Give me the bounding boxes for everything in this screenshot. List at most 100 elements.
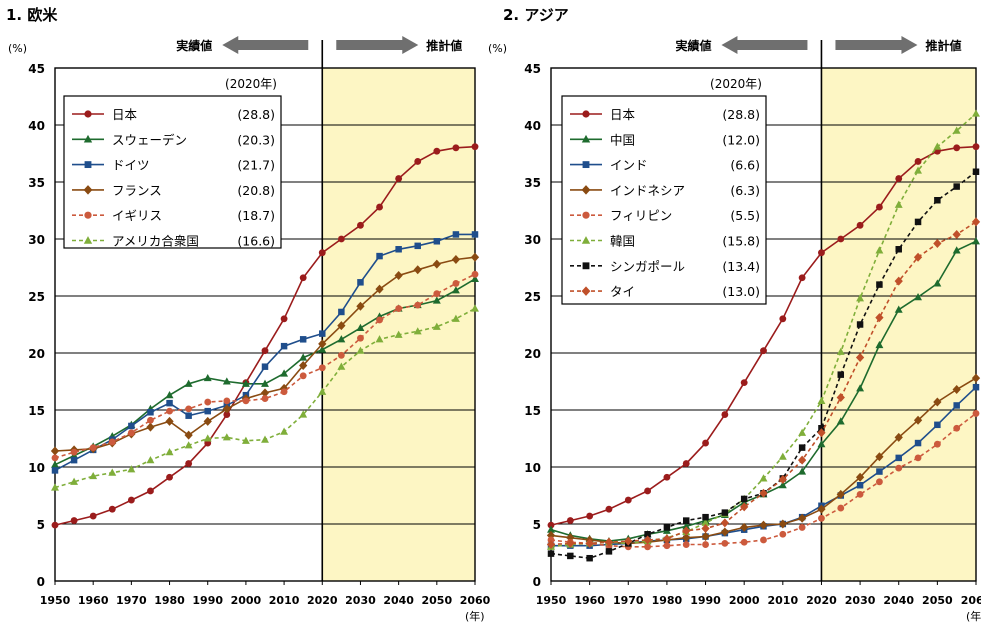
data-point: [147, 409, 154, 416]
data-point: [624, 496, 632, 504]
data-point: [644, 531, 651, 538]
projection-region: [821, 68, 976, 581]
data-point: [70, 517, 78, 525]
data-point: [663, 473, 671, 481]
data-point: [875, 452, 884, 462]
data-point: [972, 237, 980, 245]
data-point: [972, 383, 980, 391]
data-point: [837, 504, 845, 512]
x-tick-label: 2010: [269, 594, 300, 607]
data-point: [914, 454, 922, 462]
y-tick-label: 45: [28, 62, 45, 76]
data-point: [740, 502, 749, 512]
data-point: [223, 411, 231, 418]
legend-entry-value: (21.7): [237, 158, 275, 173]
data-point: [933, 440, 941, 448]
data-point: [817, 504, 826, 514]
plot-frame: [54, 67, 476, 582]
data-point: [356, 323, 365, 331]
data-point: [566, 517, 574, 525]
data-point: [856, 384, 865, 392]
data-point: [817, 396, 826, 404]
legend-entry-value: (20.3): [237, 132, 275, 147]
data-point: [817, 428, 826, 438]
y-tick-label: 45: [524, 62, 541, 76]
legend-marker: [581, 236, 591, 244]
data-point: [721, 509, 729, 516]
data-point: [779, 530, 787, 538]
series-6: [51, 304, 479, 491]
legend-title: (2020年): [225, 77, 277, 91]
data-point: [567, 552, 574, 560]
arrow-left-icon: [721, 36, 808, 54]
data-point: [895, 175, 903, 182]
arrow-left-icon: [222, 36, 309, 54]
x-tick-label: 1950: [40, 594, 71, 607]
data-point: [894, 276, 903, 286]
data-point: [280, 388, 288, 396]
legend-entry-name: ドイツ: [112, 158, 150, 173]
data-point: [817, 440, 826, 448]
data-point: [875, 246, 884, 254]
projected-label: 推計値: [925, 38, 961, 53]
legend-marker: [84, 161, 92, 169]
data-point: [894, 305, 903, 313]
x-tick-label: 2040: [383, 594, 414, 607]
data-point: [432, 296, 441, 304]
data-point: [740, 522, 749, 532]
data-point: [394, 270, 403, 280]
data-point: [165, 416, 174, 426]
data-point: [51, 467, 59, 474]
legend-entry-value: (20.8): [237, 183, 275, 198]
x-tick-label: 2060: [460, 594, 491, 607]
data-point: [452, 231, 460, 238]
y-tick-label: 20: [28, 347, 45, 361]
data-point: [146, 456, 155, 464]
data-point: [797, 513, 807, 523]
data-point: [895, 454, 902, 462]
legend-entry-name: 日本: [112, 107, 138, 122]
legend-entry-name: 日本: [610, 107, 636, 122]
data-point: [953, 402, 960, 409]
data-point: [299, 410, 308, 418]
chart-title: 2. アジア: [503, 6, 569, 24]
data-point: [952, 246, 961, 254]
data-point: [778, 519, 787, 529]
data-point: [701, 532, 710, 542]
data-point: [837, 371, 845, 378]
data-point: [682, 460, 690, 467]
legend-entry-name: シンガポール: [610, 259, 685, 274]
data-point: [836, 489, 845, 499]
y-axis-unit: (%): [8, 42, 27, 55]
data-point: [663, 524, 671, 531]
x-tick-label: 1950: [536, 594, 567, 607]
data-point: [185, 460, 193, 467]
legend-box: [63, 95, 282, 249]
data-point: [357, 221, 364, 229]
legend-entry-value: (28.8): [237, 107, 275, 122]
plot-frame: [550, 67, 977, 582]
data-point: [451, 314, 460, 322]
data-point: [855, 353, 865, 363]
data-point: [394, 330, 403, 338]
data-point: [395, 175, 403, 182]
legend-entry-name: フィリピン: [610, 208, 672, 223]
data-point: [51, 521, 59, 529]
x-tick-label: 2000: [729, 594, 760, 607]
data-point: [70, 456, 78, 464]
series-1: [51, 143, 479, 529]
legend-entry-value: (18.7): [237, 208, 275, 223]
y-tick-label: 25: [524, 290, 541, 304]
data-point: [876, 468, 883, 475]
data-point: [818, 425, 825, 432]
data-point: [914, 158, 922, 165]
data-point: [127, 465, 136, 473]
legend-entry-name: フランス: [112, 183, 162, 198]
data-point: [798, 444, 806, 451]
data-point: [759, 474, 768, 482]
data-point: [184, 379, 193, 387]
data-point: [953, 424, 961, 432]
x-tick-label: 1970: [116, 594, 147, 607]
data-point: [395, 246, 402, 253]
